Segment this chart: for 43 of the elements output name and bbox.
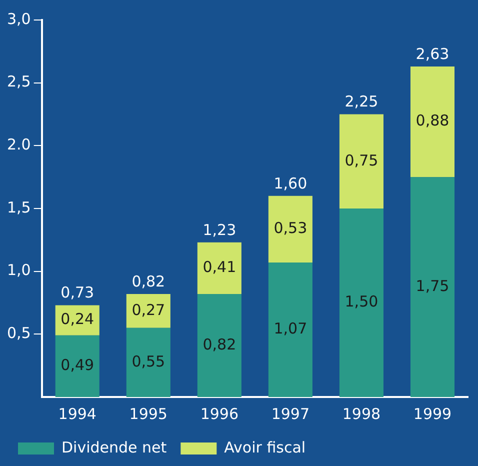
data-label: 0,75 bbox=[344, 151, 378, 170]
bar bbox=[126, 328, 170, 397]
data-label: 0,55 bbox=[132, 352, 166, 370]
data-label: 1,07 bbox=[274, 320, 308, 338]
data-label: 1,50 bbox=[344, 292, 378, 311]
bar bbox=[268, 262, 312, 397]
data-label: 0,88 bbox=[416, 112, 450, 130]
data-label: 0,27 bbox=[132, 300, 166, 319]
bar bbox=[339, 208, 384, 397]
y-tick-label: 1,0 bbox=[6, 261, 31, 280]
total-label: 0,82 bbox=[132, 272, 166, 290]
data-label: 0,53 bbox=[274, 219, 308, 238]
data-label: 0,41 bbox=[202, 258, 236, 276]
legend-label: Dividende net bbox=[62, 438, 167, 456]
total-label: 0,73 bbox=[60, 284, 94, 302]
x-tick-label: 1996 bbox=[200, 404, 239, 423]
data-label: 0,24 bbox=[60, 310, 94, 328]
bar bbox=[197, 294, 242, 397]
data-label: 0,49 bbox=[60, 356, 94, 374]
bar bbox=[410, 177, 455, 397]
y-tick-label: 3,0 bbox=[6, 10, 31, 28]
legend-label: Avoir fiscal bbox=[224, 438, 306, 456]
data-label: 0,82 bbox=[202, 335, 236, 354]
y-tick-label: 1,5 bbox=[6, 198, 31, 216]
x-tick-label: 1999 bbox=[413, 404, 452, 423]
total-label: 1,23 bbox=[202, 220, 236, 239]
x-tick-label: 1994 bbox=[58, 404, 96, 423]
total-label: 1,60 bbox=[274, 174, 308, 192]
bar bbox=[197, 242, 242, 294]
x-tick-label: 1998 bbox=[342, 404, 381, 423]
data-label: 1,75 bbox=[416, 276, 450, 295]
total-label: 2,25 bbox=[344, 92, 378, 111]
bar bbox=[268, 196, 312, 263]
y-tick-label: 2,5 bbox=[6, 72, 31, 91]
bar bbox=[55, 335, 100, 397]
bar bbox=[410, 66, 455, 178]
bar bbox=[339, 114, 384, 208]
y-tick-label: 2.0 bbox=[6, 136, 31, 154]
bar bbox=[126, 294, 170, 328]
x-tick-label: 1997 bbox=[271, 404, 310, 423]
x-tick-label: 1995 bbox=[129, 404, 168, 423]
total-label: 2,63 bbox=[416, 44, 450, 63]
y-tick-label: 0,5 bbox=[6, 324, 31, 342]
